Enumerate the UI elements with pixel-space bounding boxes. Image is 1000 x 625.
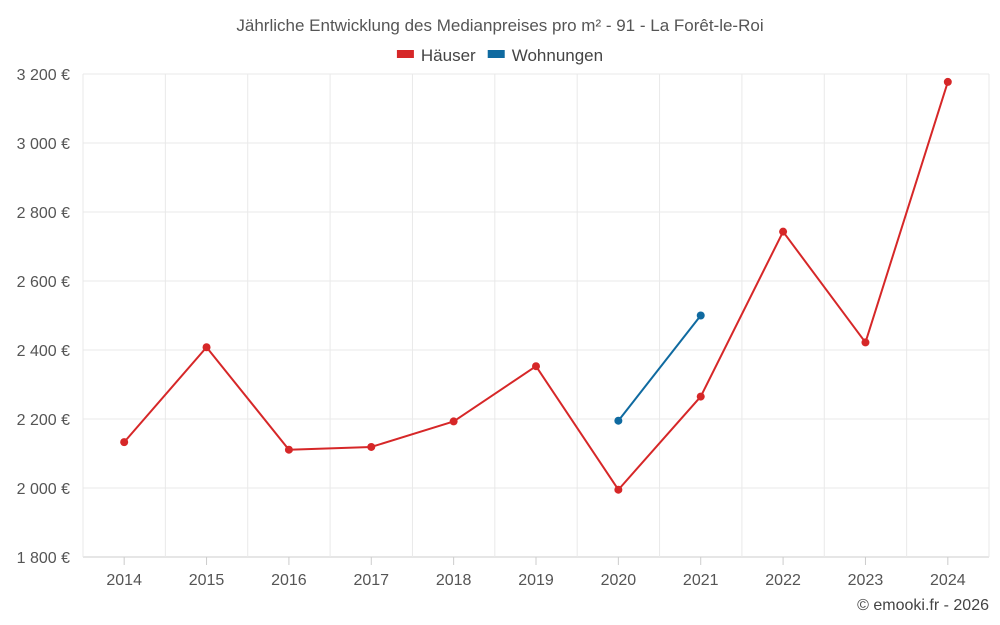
- y-tick-label: 2 400 €: [17, 343, 70, 360]
- series-layer: [120, 77, 952, 494]
- y-tick-label: 1 800 €: [17, 550, 70, 567]
- legend[interactable]: Häuser Wohnungen: [396, 46, 603, 65]
- data-point[interactable]: [861, 338, 870, 347]
- series-wohnungen[interactable]: [614, 311, 705, 425]
- data-point[interactable]: [696, 392, 705, 401]
- series-häuser[interactable]: [120, 77, 952, 494]
- data-point[interactable]: [367, 442, 376, 451]
- data-point[interactable]: [614, 485, 623, 494]
- data-point[interactable]: [449, 417, 458, 426]
- x-tick-label: 2020: [601, 572, 637, 589]
- x-tick-label: 2015: [189, 572, 225, 589]
- x-tick-label: 2022: [765, 572, 801, 589]
- x-tick-label: 2021: [683, 572, 719, 589]
- data-point[interactable]: [696, 311, 705, 320]
- chart-title: Jährliche Entwicklung des Medianpreises …: [236, 16, 763, 35]
- series-line: [617, 314, 702, 422]
- y-tick-label: 2 800 €: [17, 205, 70, 222]
- data-point[interactable]: [532, 362, 540, 371]
- legend-label: Häuser: [421, 46, 476, 65]
- x-tick-label: 2014: [106, 572, 142, 589]
- legend-label: Wohnungen: [512, 46, 603, 65]
- x-tick-label: 2016: [271, 572, 307, 589]
- data-point[interactable]: [284, 445, 293, 454]
- data-point[interactable]: [779, 227, 788, 236]
- x-tick-label: 2024: [930, 572, 966, 589]
- y-tick-label: 3 000 €: [17, 136, 70, 153]
- legend-swatch: [487, 50, 505, 58]
- data-point[interactable]: [120, 438, 129, 447]
- y-tick-label: 2 000 €: [17, 481, 70, 498]
- y-tick-label: 2 600 €: [17, 274, 70, 291]
- data-point[interactable]: [202, 343, 211, 352]
- x-tick-label: 2017: [353, 572, 389, 589]
- credit-text: © emooki.fr - 2026: [857, 597, 989, 614]
- x-tick-label: 2023: [848, 572, 884, 589]
- data-point[interactable]: [614, 416, 623, 425]
- legend-swatch: [396, 50, 414, 58]
- x-tick-label: 2018: [436, 572, 472, 589]
- y-tick-label: 3 200 €: [17, 67, 70, 84]
- data-point[interactable]: [943, 77, 952, 86]
- y-tick-label: 2 200 €: [17, 412, 70, 429]
- axes: 1 800 € 2 000 € 2 200 € 2 400 € 2 600 € 2 800…: [17, 67, 966, 589]
- x-tick-label: 2019: [518, 572, 554, 589]
- grid-lines: [82, 73, 990, 558]
